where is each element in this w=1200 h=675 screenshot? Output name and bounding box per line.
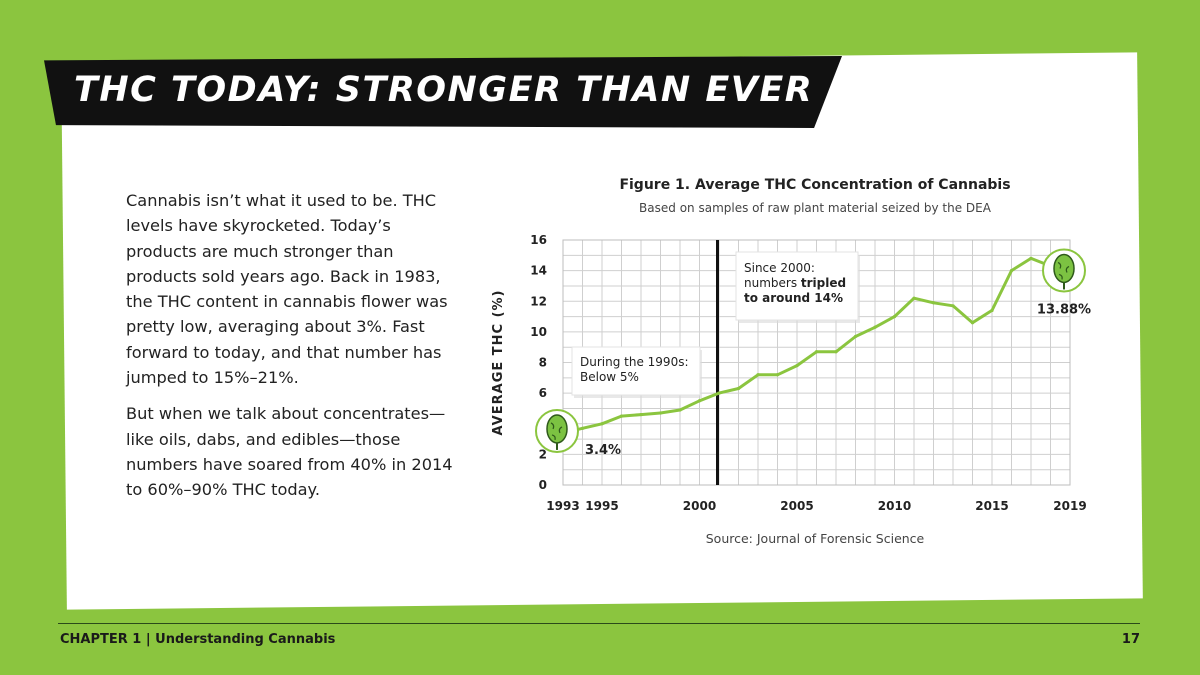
data-point <box>1009 269 1014 273</box>
y-tick-label: 2 <box>539 447 547 461</box>
x-tick-label: 2005 <box>780 499 813 513</box>
y-tick-label: 12 <box>530 294 547 308</box>
y-tick-label: 8 <box>539 356 547 370</box>
y-axis-label: AVERAGE THC (%) <box>491 290 506 436</box>
data-point <box>697 399 702 403</box>
data-point <box>717 391 721 395</box>
data-point <box>1029 256 1033 260</box>
annotation-1990s-text: Below 5% <box>580 370 639 384</box>
footer-divider <box>58 623 1140 624</box>
y-tick-label: 10 <box>530 325 547 339</box>
plot-frame <box>562 239 1071 486</box>
page-number: 17 <box>1121 632 1140 647</box>
annotation-since-2000 <box>735 251 859 321</box>
y-tick-label: 14 <box>530 264 547 278</box>
data-point <box>658 411 663 415</box>
x-tick-label: 2015 <box>975 499 1008 513</box>
data-point <box>814 350 819 354</box>
y-tick-label: 6 <box>539 386 547 400</box>
data-point <box>795 363 799 368</box>
data-point <box>639 412 643 417</box>
y-tick-label: 16 <box>530 233 547 247</box>
cannabis-bud-icon <box>535 408 579 453</box>
footer-chapter: CHAPTER 1 | Understanding Cannabis <box>60 632 336 647</box>
data-point <box>912 296 916 300</box>
point-label-1993: 3.4% <box>585 443 621 458</box>
bud-body <box>1053 253 1075 284</box>
x-tick-label: 2019 <box>1053 499 1086 513</box>
bud-body <box>546 414 568 444</box>
data-point <box>931 301 936 305</box>
data-point <box>970 321 975 325</box>
cannabis-bud-icon <box>1042 248 1086 293</box>
annotation-1990s-text: During the 1990s: <box>580 355 689 369</box>
page-title: THC TODAY: STRONGER THAN EVER <box>74 70 814 110</box>
chart-title: Figure 1. Average THC Concentration of C… <box>619 177 1011 193</box>
data-point <box>873 325 877 329</box>
thc-line-chart: 0246810121416199319952000200520102015201… <box>491 233 1091 513</box>
data-point <box>736 386 741 391</box>
x-tick-label: 2000 <box>683 499 716 513</box>
bud-detail <box>1057 261 1070 280</box>
data-point <box>756 373 760 377</box>
x-tick-label: 2010 <box>878 499 911 513</box>
data-point <box>600 422 604 426</box>
x-tick-label: 1993 <box>546 499 579 513</box>
body-text: Cannabis isn’t what it used to be. THC l… <box>126 188 466 514</box>
data-point <box>580 426 585 430</box>
annotation-since-2000-text: Since 2000: <box>744 261 815 275</box>
data-point <box>775 373 780 377</box>
annotation-since-2000-bold: tripled <box>801 276 846 290</box>
data-point <box>892 314 897 319</box>
annotation-1990s <box>571 346 701 396</box>
paragraph: Cannabis isn’t what it used to be. THC l… <box>126 191 448 388</box>
chart-subtitle: Based on samples of raw plant material s… <box>639 201 991 215</box>
data-point <box>834 350 838 354</box>
paragraph: But when we talk about concentrates—like… <box>126 404 453 500</box>
data-point <box>853 334 858 339</box>
annotation-since-2000-text: numbers <box>744 276 801 290</box>
title-banner <box>44 56 842 128</box>
bud-detail <box>550 422 563 441</box>
y-tick-label: 0 <box>539 478 547 492</box>
chart-source: Source: Journal of Forensic Science <box>705 531 925 546</box>
annotation-since-2000-text: numbers tripled <box>744 276 846 290</box>
annotation-since-2000-text: to around 14% <box>744 291 843 305</box>
data-point <box>951 304 955 308</box>
data-point <box>990 308 994 313</box>
x-tick-label: 1995 <box>585 499 618 513</box>
point-label-2019: 13.88% <box>1037 302 1091 317</box>
data-point <box>619 414 624 418</box>
data-point <box>678 408 682 412</box>
